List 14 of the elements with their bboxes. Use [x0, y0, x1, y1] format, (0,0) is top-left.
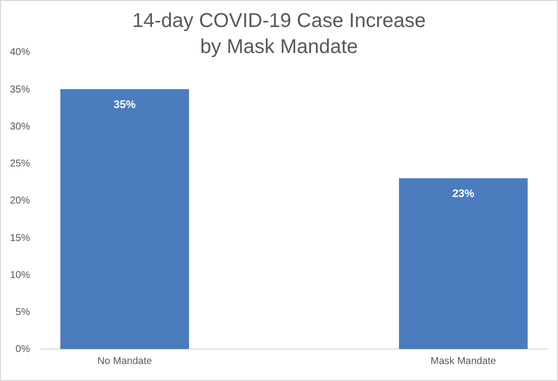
y-tick-label: 30% [10, 121, 30, 132]
x-tick-label: Mask Mandate [430, 356, 497, 368]
y-tick-label: 25% [10, 158, 30, 170]
y-tick-label: 40% [10, 47, 30, 58]
y-tick-label: 20% [10, 196, 30, 207]
y-tick-label: 10% [10, 270, 30, 281]
y-tick-label: 0% [16, 344, 30, 356]
x-tick-label: No Mandate [97, 356, 152, 368]
y-tick-label: 5% [16, 307, 30, 318]
y-tick-label: 15% [10, 232, 30, 244]
data-label: 35% [114, 99, 136, 112]
y-tick-label: 35% [10, 84, 30, 96]
data-label: 23% [452, 188, 475, 200]
chart-title: 14-day COVID-19 Case Increase by Mask Mandate [132, 10, 426, 58]
